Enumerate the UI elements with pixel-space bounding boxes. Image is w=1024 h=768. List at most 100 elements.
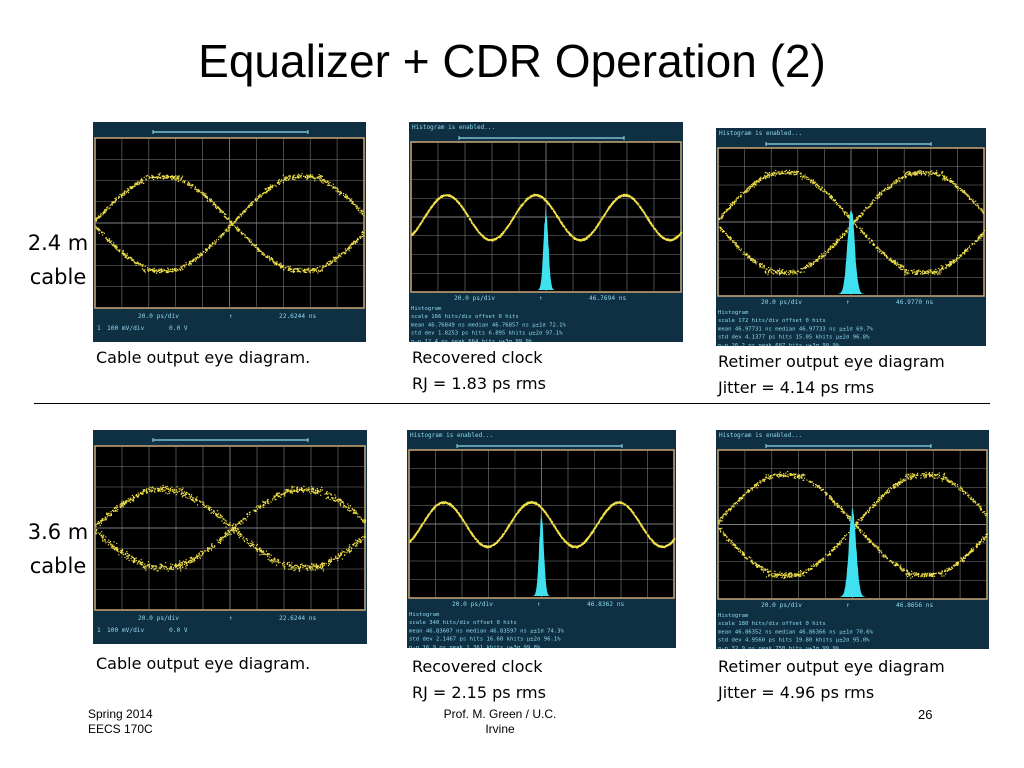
position-readout: 46.7694 ns	[589, 295, 627, 302]
caption-cable-eye: Cable output eye diagram.	[96, 651, 310, 677]
graticule	[95, 138, 364, 308]
trigger-marker: ↑	[229, 313, 233, 320]
histogram-stats-line: scale 340 hits/div offset 0 hits	[409, 620, 517, 626]
caption-line: RJ = 1.83 ps rms	[412, 374, 546, 393]
caption-line: Retimer output eye diagram	[718, 657, 945, 676]
row-label-length: 2.4 m	[27, 231, 89, 255]
scope-cable-eye-3-6m: 20.0 ps/div ↑ 22.6244 ns 1 100 mV/div 0.0 V	[93, 430, 367, 644]
trigger-marker: ↑	[537, 601, 541, 608]
timebase-readout: 20.0 ps/div	[761, 602, 802, 609]
row-divider	[34, 403, 990, 404]
caption-line: Cable output eye diagram.	[96, 654, 311, 673]
vertical-scale-readout: 100 mV/div	[107, 627, 145, 634]
eye-trace	[718, 471, 989, 579]
vertical-offset-readout: 0.0 V	[169, 627, 188, 634]
caption-line: RJ = 2.15 ps rms	[412, 683, 546, 702]
jitter-histogram	[837, 209, 865, 294]
caption-cable-eye: Cable output eye diagram.	[96, 345, 310, 371]
histogram-stats-line: mean 46.76849 ns median 46.76857 ns µ±1σ…	[411, 322, 567, 328]
timebase-readout: 20.0 ps/div	[761, 299, 802, 306]
histogram-status: Histogram is enabled...	[410, 432, 493, 439]
caption-line: Jitter = 4.96 ps rms	[718, 683, 875, 702]
jitter-histogram	[537, 205, 555, 290]
scope-display: Histogram is enabled... 20.0 ps/div ↑ 46.83…	[408, 432, 676, 648]
position-readout: 46.8362 ns	[587, 601, 625, 608]
caption-retimer-eye: Retimer output eye diagram Jitter = 4.14…	[718, 349, 945, 401]
caption-recovered-clock: Recovered clock RJ = 2.15 ps rms	[412, 654, 546, 706]
histogram-stats-line: std dev 2.1467 ps hits 16.60 khits µ±2σ …	[409, 637, 561, 643]
vertical-scale-readout: 100 mV/div	[107, 325, 145, 332]
scope-display: 20.0 ps/div ↑ 22.6244 ns 1 100 mV/div 0.0 V	[94, 438, 367, 634]
position-readout: 22.6244 ns	[279, 615, 317, 622]
graticule	[411, 142, 681, 292]
clock-trace	[409, 500, 676, 549]
histogram-stats-line: std dev 4.9560 ps hits 19.80 khits µ±2σ …	[718, 638, 870, 644]
scope-retimer-eye-2-4m: Histogram is enabled... 20.0 ps/div ↑ 46.97…	[716, 128, 986, 346]
histogram-stats-line: mean 46.86352 ns median 46.86366 ns µ±1σ…	[718, 629, 874, 635]
trigger-marker: ↑	[539, 295, 543, 302]
jitter-histogram	[839, 507, 866, 597]
histogram-stats-line: p-p 32.9 ps peak 750 hits µ±3σ 99.9%	[718, 646, 840, 649]
position-readout: 46.8656 ns	[896, 602, 934, 609]
eye-trace	[718, 169, 986, 276]
slide-title: Equalizer + CDR Operation (2)	[198, 35, 826, 87]
caption-line: Recovered clock	[412, 348, 543, 367]
histogram-status: Histogram is enabled...	[719, 130, 802, 137]
channel-number: 1	[97, 627, 101, 634]
row-label-cable: cable	[29, 265, 87, 289]
footer-author: Prof. M. Green / U.C. Irvine	[410, 707, 590, 737]
histogram-stats-line: p-p 16.9 ps peak 1.361 khits µ±3σ 99.8%	[409, 645, 541, 648]
position-readout: 22.6244 ns	[279, 313, 317, 320]
histogram-status: Histogram is enabled...	[719, 432, 802, 439]
histogram-stats-line: Histogram	[411, 306, 442, 312]
eye-trace	[95, 484, 367, 572]
scope-cable-eye-2-4m: 20.0 ps/div ↑ 22.6244 ns 1 100 mV/div 0.0 V	[93, 122, 366, 342]
graticule	[718, 450, 987, 599]
footer-author-line: Prof. M. Green / U.C.	[443, 707, 557, 721]
caption-recovered-clock: Recovered clock RJ = 1.83 ps rms	[412, 345, 546, 397]
histogram-stats-line: Histogram	[718, 613, 749, 619]
caption-line: Cable output eye diagram.	[96, 348, 311, 367]
footer-term: Spring 2014	[88, 707, 153, 721]
scope-display: Histogram is enabled... 20.0 ps/div ↑ 46.76…	[410, 124, 683, 342]
timebase-readout: 20.0 ps/div	[138, 615, 179, 622]
histogram-stats-line: scale 172 hits/div offset 0 hits	[718, 318, 826, 324]
caption-line: Retimer output eye diagram	[718, 352, 945, 371]
histogram-stats-line: mean 46.97731 ns median 46.97733 ns µ±1σ…	[718, 326, 874, 332]
histogram-stats-line: p-p 26.2 ps peak 687 hits µ±3σ 99.9%	[718, 343, 840, 346]
row-label-length: 3.6 m	[27, 520, 89, 544]
clock-trace	[411, 193, 683, 242]
row-label-3-6m: 3.6 m cable	[22, 515, 94, 583]
trigger-marker: ↑	[229, 615, 233, 622]
channel-number: 1	[97, 325, 101, 332]
scope-display: 20.0 ps/div ↑ 22.6244 ns 1 100 mV/div 0.0 V	[94, 130, 365, 332]
caption-line: Recovered clock	[412, 657, 543, 676]
histogram-stats-line: scale 180 hits/div offset 0 hits	[718, 621, 826, 627]
page-number: 26	[918, 707, 933, 722]
histogram-stats-line: scale 166 hits/div offset 0 hits	[411, 314, 519, 320]
histogram-status: Histogram is enabled...	[412, 124, 495, 131]
histogram-stats-line: p-p 12.4 ps peak 664 hits µ±3σ 99.9%	[411, 339, 533, 342]
vertical-offset-readout: 0.0 V	[169, 325, 188, 332]
histogram-stats-line: Histogram	[718, 310, 749, 316]
row-label-cable: cable	[29, 554, 87, 578]
trigger-marker: ↑	[846, 602, 850, 609]
histogram-stats-line: Histogram	[409, 612, 440, 618]
footer-course-info: Spring 2014 EECS 170C	[88, 707, 153, 737]
scope-recovered-clock-2-4m: Histogram is enabled... 20.0 ps/div ↑ 46.76…	[409, 122, 683, 342]
scope-display: Histogram is enabled... 20.0 ps/div ↑ 46.97…	[717, 130, 986, 346]
histogram-stats-line: mean 46.83607 ns median 46.83597 ns µ±1σ…	[409, 628, 565, 634]
footer-course: EECS 170C	[88, 722, 153, 736]
timebase-readout: 20.0 ps/div	[452, 601, 493, 608]
caption-line: Jitter = 4.14 ps rms	[718, 378, 875, 397]
graticule	[95, 446, 365, 610]
eye-trace	[95, 172, 365, 274]
row-label-2-4m: 2.4 m cable	[22, 226, 94, 294]
footer-author-line: Irvine	[485, 722, 515, 736]
timebase-readout: 20.0 ps/div	[454, 295, 495, 302]
trigger-marker: ↑	[846, 299, 850, 306]
histogram-stats-line: std dev 1.8253 ps hits 6.895 khits µ±2σ …	[411, 331, 563, 337]
jitter-histogram	[532, 511, 551, 596]
caption-retimer-eye: Retimer output eye diagram Jitter = 4.96…	[718, 654, 945, 706]
histogram-stats-line: std dev 4.1377 ps hits 15.05 khits µ±2σ …	[718, 335, 870, 341]
